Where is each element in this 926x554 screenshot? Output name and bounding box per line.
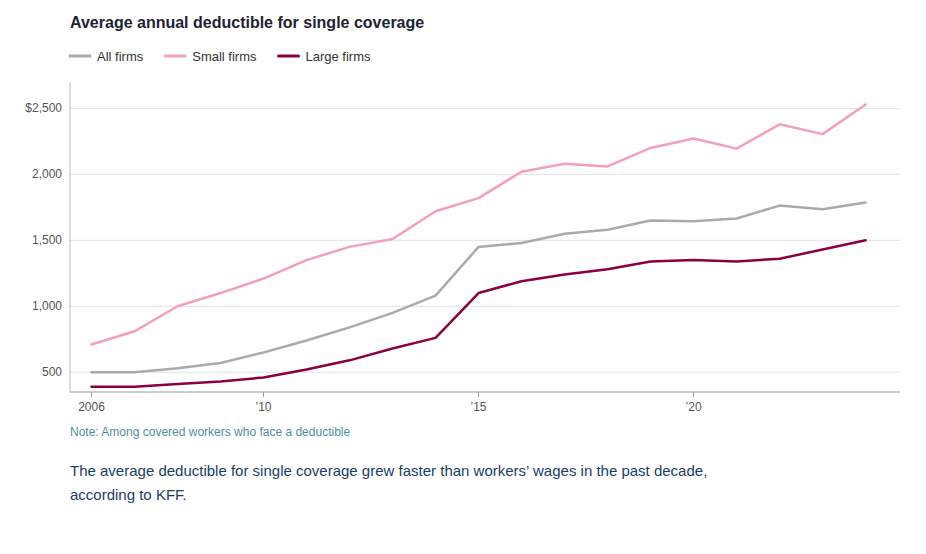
chart: Average annual deductible for single cov… bbox=[0, 0, 926, 554]
y-tick-label: 1,500 bbox=[32, 233, 62, 247]
series-line bbox=[92, 104, 866, 344]
x-tick-label: ’20 bbox=[686, 400, 702, 414]
x-tick-label: ’15 bbox=[471, 400, 487, 414]
note: Note: Among covered workers who face a d… bbox=[70, 425, 350, 439]
x-tick bbox=[693, 392, 694, 397]
y-tick-label: 1,000 bbox=[32, 299, 62, 313]
y-tick-label: 2,000 bbox=[32, 167, 62, 181]
legend-label: Small firms bbox=[192, 49, 257, 64]
legend-swatch bbox=[165, 55, 185, 58]
x-tick bbox=[91, 392, 92, 397]
x-tick-label: ’10 bbox=[256, 400, 272, 414]
lines bbox=[92, 104, 866, 386]
x-tick bbox=[263, 392, 264, 397]
legend-swatch bbox=[70, 55, 90, 58]
legend-label: Large firms bbox=[306, 49, 372, 64]
title: Average annual deductible for single cov… bbox=[70, 14, 424, 31]
y-tick-label: $2,500 bbox=[25, 101, 62, 115]
grid-line bbox=[70, 240, 900, 241]
grid-line bbox=[70, 306, 900, 307]
grid-line bbox=[70, 108, 900, 109]
caption-line: according to KFF. bbox=[70, 486, 187, 503]
legend-swatch bbox=[279, 55, 299, 58]
note-line: Note: Among covered workers who face a d… bbox=[70, 425, 350, 439]
x-tick bbox=[478, 392, 479, 397]
caption-line: The average deductible for single covera… bbox=[70, 462, 707, 479]
caption: The average deductible for single covera… bbox=[70, 462, 707, 503]
x-tick-label: 2006 bbox=[78, 400, 105, 414]
x-axis-line bbox=[70, 392, 900, 393]
grid bbox=[70, 108, 900, 372]
grid-line bbox=[70, 372, 900, 373]
series-line bbox=[92, 240, 866, 386]
background bbox=[0, 0, 926, 554]
series-line bbox=[92, 202, 866, 372]
y-axis-line bbox=[70, 82, 71, 392]
grid-line bbox=[70, 174, 900, 175]
legend-label: All firms bbox=[97, 49, 144, 64]
y-tick-label: 500 bbox=[42, 365, 62, 379]
